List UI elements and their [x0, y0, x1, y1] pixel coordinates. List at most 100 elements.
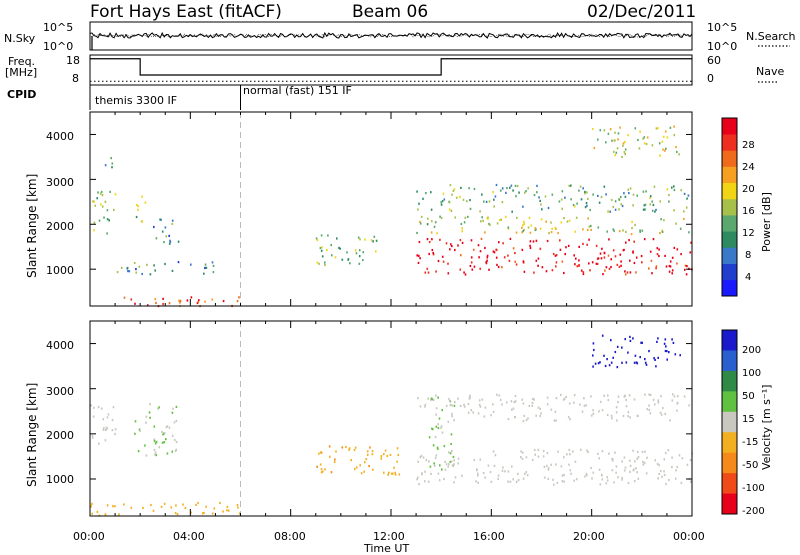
nave-tick-60: 60 [707, 54, 721, 67]
echo-cell [501, 266, 503, 269]
echo-cell [555, 261, 558, 264]
echo-cell [154, 442, 157, 445]
echo-cell [579, 403, 581, 406]
echo-cell [190, 511, 192, 514]
echo-cell [98, 442, 100, 445]
echo-cell [621, 361, 623, 364]
echo-cell [600, 196, 603, 199]
echo-cell [450, 433, 453, 436]
echo-cell [182, 503, 184, 506]
echo-cell [514, 416, 516, 419]
echo-cell [517, 472, 519, 476]
echo-cell [639, 130, 641, 133]
echo-cell [531, 404, 534, 407]
xtick-0800: 08:00 [274, 530, 306, 543]
echo-cell [428, 460, 430, 463]
echo-cell [174, 512, 177, 515]
echo-cell [686, 197, 688, 200]
echo-cell [563, 456, 565, 459]
echo-cell [608, 364, 611, 367]
echo-cell [629, 339, 632, 342]
echo-cell [424, 480, 426, 483]
echo-cell [540, 218, 543, 221]
echo-cell [597, 362, 600, 365]
echo-cell [443, 198, 446, 201]
echo-cell [651, 144, 654, 147]
echo-cell [170, 506, 173, 509]
echo-cell [204, 300, 206, 303]
echo-cell [445, 404, 448, 407]
echo-cell [478, 399, 481, 402]
echo-cell [632, 193, 635, 196]
echo-cell [485, 261, 487, 264]
echo-cell [586, 191, 588, 194]
echo-cell [197, 501, 199, 505]
echo-cell [93, 221, 96, 224]
echo-cell [222, 300, 225, 303]
echo-cell [522, 477, 525, 480]
echo-cell [422, 456, 425, 459]
echo-cell [479, 405, 482, 408]
power-cb-28: 28 [742, 140, 755, 151]
echo-cell [669, 126, 672, 129]
echo-cell [520, 450, 522, 453]
echo-cell [672, 341, 675, 344]
echo-cell [679, 227, 682, 230]
echo-cell [653, 185, 656, 188]
echo-cell [565, 395, 567, 398]
echo-cell [637, 456, 640, 459]
echo-cell [469, 394, 471, 397]
echo-cell [421, 472, 423, 475]
echo-cell [445, 242, 448, 245]
echo-cell [435, 413, 437, 416]
echo-cell [497, 474, 500, 477]
echo-cell [484, 231, 486, 234]
echo-cell [547, 468, 550, 471]
freq-tick-18: 18 [66, 54, 80, 67]
echo-cell [316, 261, 319, 264]
echo-cell [496, 222, 499, 225]
echo-cell [603, 394, 605, 397]
echo-cell [558, 200, 561, 203]
echo-cell [238, 512, 241, 515]
vel-cb-m100: -100 [742, 483, 765, 494]
echo-cell [658, 142, 661, 145]
echo-cell [625, 230, 627, 233]
echo-cell [535, 239, 538, 242]
echo-cell [657, 356, 659, 359]
echo-cell [607, 399, 610, 402]
echo-cell [624, 270, 626, 273]
echo-cell [643, 142, 646, 145]
echo-cell [320, 471, 323, 474]
echo-cell [454, 248, 456, 252]
echo-cell [163, 502, 166, 505]
echo-cell [100, 190, 103, 193]
echo-cell [447, 262, 449, 265]
echo-cell [448, 451, 450, 454]
echo-cell [538, 196, 540, 199]
echo-cell [388, 471, 390, 474]
echo-cell [436, 446, 439, 449]
echo-cell [464, 216, 467, 219]
echo-cell [424, 403, 427, 406]
power-cb-8: 8 [745, 250, 752, 261]
echo-cell [373, 235, 376, 238]
echo-cell [668, 264, 671, 268]
echo-cell [507, 480, 509, 483]
echo-cell [586, 243, 588, 246]
echo-cell [431, 238, 433, 241]
echo-cell [509, 237, 512, 240]
echo-cell [525, 418, 528, 422]
echo-cell [98, 219, 101, 222]
echo-cell [671, 456, 673, 459]
echo-cell [685, 206, 688, 209]
echo-cell [112, 505, 114, 508]
echo-cell [432, 251, 434, 255]
echo-cell [336, 237, 338, 240]
echo-cell [565, 246, 567, 249]
echo-cell [507, 227, 510, 230]
echo-cell [550, 221, 552, 224]
echo-cell [493, 464, 496, 467]
echo-cell [615, 471, 617, 474]
echo-cell [135, 271, 137, 274]
